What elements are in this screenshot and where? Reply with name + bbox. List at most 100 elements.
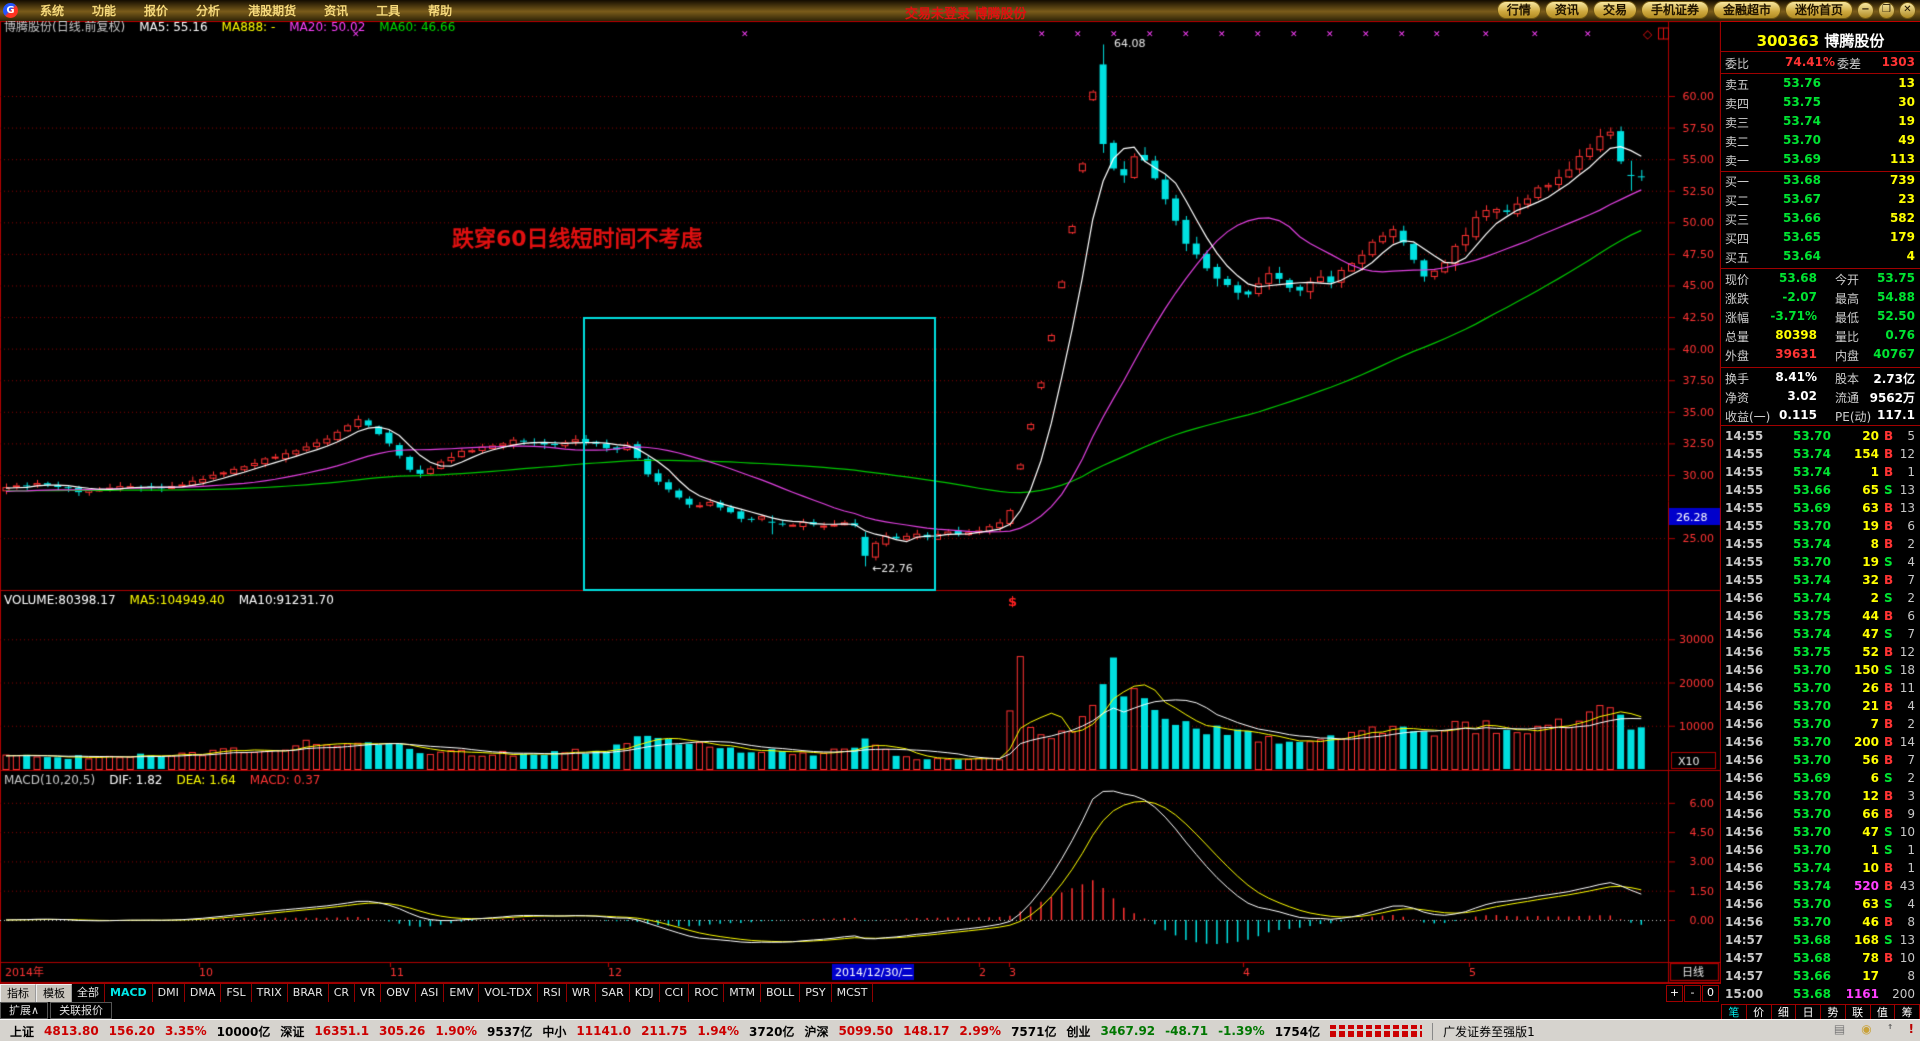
status-item: 11141.0 bbox=[576, 1024, 632, 1038]
tick-time: 14:56 bbox=[1725, 609, 1764, 623]
tick-volume: 47 bbox=[1862, 627, 1879, 641]
zoom-buttons: + -0 bbox=[1665, 985, 1719, 1002]
zoom-reset-button[interactable]: 0 bbox=[1702, 985, 1719, 1002]
tick-volume: 520 bbox=[1853, 879, 1879, 893]
status-item: 中小 bbox=[542, 1024, 567, 1039]
zoom-in-button[interactable]: + bbox=[1666, 985, 1683, 1002]
indicator-tab-FSL[interactable]: FSL bbox=[221, 984, 252, 1003]
restore-button[interactable]: ❐ bbox=[1878, 1, 1895, 19]
tick-count: 4 bbox=[1907, 555, 1915, 569]
tick-price: 53.74 bbox=[1793, 591, 1831, 605]
menu-0[interactable]: 系统 bbox=[40, 4, 65, 18]
indicator-tab-WR[interactable]: WR bbox=[567, 984, 597, 1003]
fund-label: 收益(一) bbox=[1725, 410, 1771, 424]
indicator-tab-全部[interactable]: 全部 bbox=[72, 984, 105, 1003]
tick-time: 14:55 bbox=[1725, 573, 1764, 587]
status-item: 1.90% bbox=[435, 1024, 477, 1038]
indicator-tab-TRIX[interactable]: TRIX bbox=[252, 984, 288, 1003]
tick-price: 53.70 bbox=[1793, 807, 1831, 821]
coin-icon[interactable]: ◉ bbox=[1861, 1022, 1872, 1036]
alert-icon[interactable]: ! bbox=[1908, 1022, 1914, 1036]
status-item: 148.17 bbox=[903, 1024, 950, 1038]
titlebar-button-0[interactable]: 行情 bbox=[1496, 1, 1541, 19]
quote-tab-3[interactable]: 日 bbox=[1796, 1004, 1821, 1020]
indicator-tab-CR[interactable]: CR bbox=[329, 984, 356, 1003]
page-icon[interactable]: ▤ bbox=[1833, 1022, 1846, 1036]
close-button[interactable]: ✕ bbox=[1899, 1, 1916, 19]
panel-divider bbox=[1721, 367, 1920, 368]
fund-label: 换手 bbox=[1725, 372, 1750, 386]
tick-volume: 26 bbox=[1862, 681, 1879, 695]
quote-tab-2[interactable]: 细 bbox=[1771, 1004, 1797, 1020]
tick-count: 2 bbox=[1907, 537, 1915, 551]
minimize-button[interactable]: − bbox=[1857, 1, 1874, 19]
indicator-tab-CCI[interactable]: CCI bbox=[660, 984, 690, 1003]
quote-tab-6[interactable]: 值 bbox=[1870, 1004, 1896, 1020]
titlebar-button-4[interactable]: 金融超市 bbox=[1712, 1, 1781, 19]
tick-count: 8 bbox=[1907, 969, 1915, 983]
indicator-tab-BRAR[interactable]: BRAR bbox=[288, 984, 329, 1003]
tick-direction: B bbox=[1884, 861, 1894, 875]
menu-5[interactable]: 资讯 bbox=[324, 4, 349, 18]
tick-price: 53.70 bbox=[1793, 555, 1831, 569]
info-label: 现价 bbox=[1725, 273, 1750, 287]
status-item: 1754亿 bbox=[1274, 1024, 1321, 1039]
indicator-tab-ASI[interactable]: ASI bbox=[416, 984, 445, 1003]
tick-volume: 6 bbox=[1870, 771, 1879, 785]
zoom-out-button[interactable]: - bbox=[1684, 985, 1701, 1002]
quote-tab-7[interactable]: 筹 bbox=[1895, 1004, 1920, 1020]
indicator-tab-MACD[interactable]: MACD bbox=[105, 984, 153, 1003]
fund-label: 股本 bbox=[1835, 372, 1860, 386]
indicator-tab-MCST[interactable]: MCST bbox=[832, 984, 874, 1003]
indicator-tab-BOLL[interactable]: BOLL bbox=[761, 984, 801, 1003]
tick-volume: 19 bbox=[1862, 519, 1879, 533]
weibi-value: 74.41% bbox=[1785, 55, 1835, 69]
main-chart-canvas[interactable] bbox=[0, 21, 1721, 983]
indicator-tab-RSI[interactable]: RSI bbox=[538, 984, 567, 1003]
menu-6[interactable]: 工具 bbox=[376, 4, 401, 18]
antenna-icon[interactable]: ꜛ bbox=[1887, 1022, 1893, 1036]
titlebar-button-5[interactable]: 迷你首页 bbox=[1784, 1, 1853, 19]
indicator-tab-SAR[interactable]: SAR bbox=[596, 984, 630, 1003]
titlebar-button-2[interactable]: 交易 bbox=[1592, 1, 1637, 19]
tick-time: 14:56 bbox=[1725, 807, 1764, 821]
quote-tab-0[interactable]: 笔 bbox=[1721, 1004, 1747, 1020]
indicator-tab-VR[interactable]: VR bbox=[355, 984, 382, 1003]
menu-1[interactable]: 功能 bbox=[92, 4, 117, 18]
tick-price: 53.70 bbox=[1793, 699, 1831, 713]
indicator-tab-模板[interactable]: 模板 bbox=[36, 984, 72, 1003]
indicator-tab-VOL-TDX[interactable]: VOL-TDX bbox=[479, 984, 538, 1003]
broker-logo-icon: G bbox=[3, 3, 18, 18]
menu-4[interactable]: 港股期货 bbox=[248, 4, 297, 18]
menu-2[interactable]: 报价 bbox=[144, 4, 169, 18]
tick-volume: 47 bbox=[1862, 825, 1879, 839]
menu-3[interactable]: 分析 bbox=[196, 4, 221, 18]
sell-price: 53.69 bbox=[1783, 152, 1821, 166]
indicator-tab-EMV[interactable]: EMV bbox=[444, 984, 480, 1003]
info-label: 总量 bbox=[1725, 330, 1750, 344]
indicator-tab-MTM[interactable]: MTM bbox=[724, 984, 761, 1003]
indicator-tab-ROC[interactable]: ROC bbox=[689, 984, 725, 1003]
indicator-tab-DMA[interactable]: DMA bbox=[185, 984, 222, 1003]
weibi-label: 委比 bbox=[1725, 57, 1750, 71]
indicator-tab-KDJ[interactable]: KDJ bbox=[630, 984, 660, 1003]
info-label: 最高 bbox=[1835, 292, 1860, 306]
indicator-tab-OBV[interactable]: OBV bbox=[381, 984, 416, 1003]
buy-price: 53.66 bbox=[1783, 211, 1821, 225]
tick-direction: B bbox=[1884, 951, 1894, 965]
titlebar-button-1[interactable]: 资讯 bbox=[1544, 1, 1589, 19]
buy-level-label: 买五 bbox=[1725, 251, 1750, 265]
expand-tab-0[interactable]: 扩展∧ bbox=[0, 1002, 49, 1019]
info-value: 0.76 bbox=[1885, 328, 1915, 342]
titlebar-button-3[interactable]: 手机证券 bbox=[1640, 1, 1709, 19]
indicator-tab-DMI[interactable]: DMI bbox=[153, 984, 185, 1003]
quote-tab-5[interactable]: 联 bbox=[1845, 1004, 1871, 1020]
tick-count: 200 bbox=[1892, 987, 1915, 1001]
tick-volume: 150 bbox=[1853, 663, 1879, 677]
indicator-tab-PSY[interactable]: PSY bbox=[800, 984, 832, 1003]
quote-tab-1[interactable]: 价 bbox=[1746, 1004, 1772, 1020]
menu-7[interactable]: 帮助 bbox=[428, 4, 453, 18]
expand-tab-1[interactable]: 关联报价 bbox=[50, 1002, 113, 1019]
indicator-tab-指标[interactable]: 指标 bbox=[0, 984, 36, 1003]
quote-tab-4[interactable]: 势 bbox=[1821, 1004, 1846, 1020]
